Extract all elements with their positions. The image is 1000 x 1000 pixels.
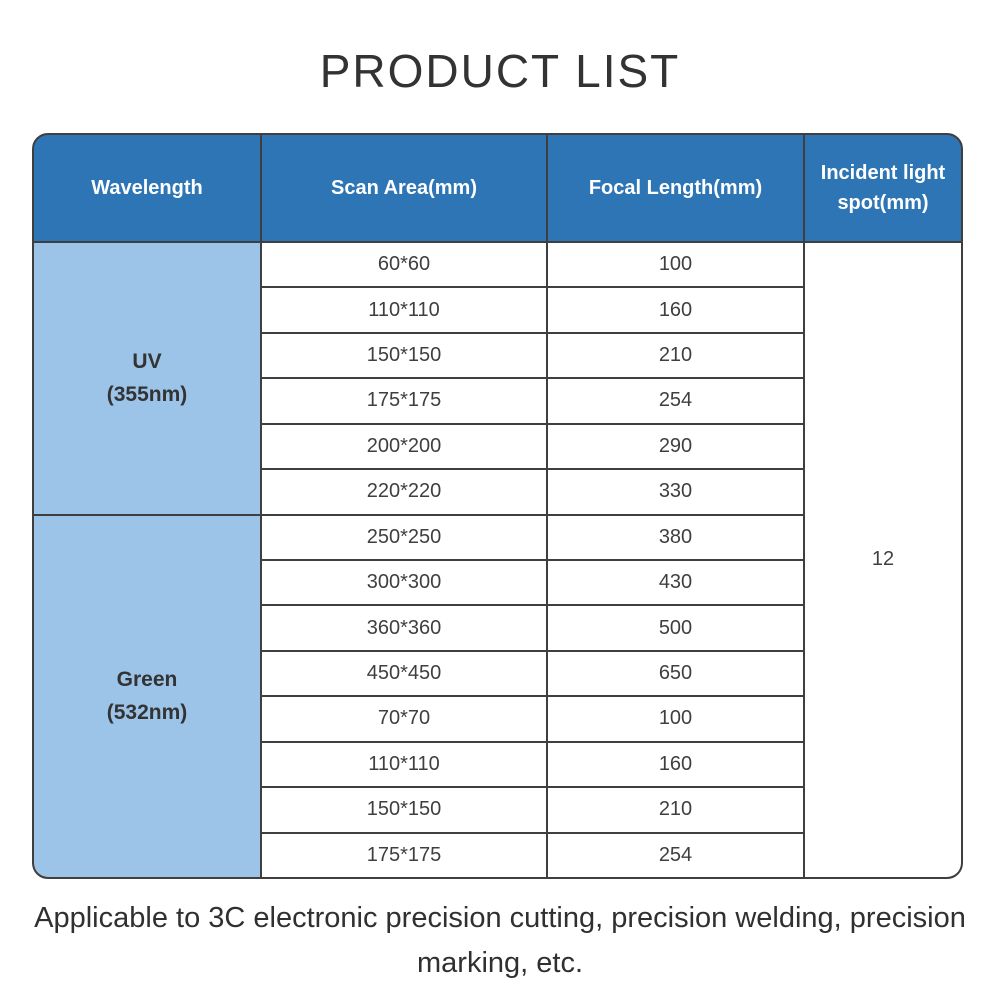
focal-length-cell: 100 — [548, 697, 803, 741]
focal-length-cell: 254 — [548, 379, 803, 423]
focal-length-cell: 330 — [548, 470, 803, 514]
incident-light-spot-value: 12 — [805, 243, 961, 877]
focal-length-cell: 290 — [548, 424, 803, 469]
scan-area-cell: 250*250 — [262, 515, 546, 559]
focal-length-cell: 160 — [548, 288, 803, 332]
page-title: PRODUCT LIST — [319, 45, 681, 97]
scan-area-cell: 175*175 — [262, 833, 546, 877]
header-incident-light-spot: Incident light spot(mm) — [805, 135, 961, 241]
header-focal-length: Focal Length(mm) — [548, 135, 803, 241]
scan-area-cell: 360*360 — [262, 606, 546, 650]
focal-length-cell: 160 — [548, 742, 803, 787]
focal-length-cell: 430 — [548, 560, 803, 605]
wavelength-uv-name: UV — [132, 349, 162, 373]
focal-length-cell: 100 — [548, 243, 803, 287]
focal-length-cell: 210 — [548, 788, 803, 832]
wavelength-group-uv: UV (355nm) — [34, 243, 260, 514]
wavelength-uv-nm: (355nm) — [106, 383, 188, 407]
scan-area-cell: 110*110 — [262, 288, 546, 332]
scan-area-cell: 70*70 — [262, 697, 546, 741]
wavelength-green-nm: (532nm) — [106, 701, 188, 725]
focal-length-cell: 254 — [548, 833, 803, 877]
header-scan-area: Scan Area(mm) — [262, 135, 546, 241]
scan-area-cell: 450*450 — [262, 651, 546, 696]
focal-length-cell: 380 — [548, 515, 803, 559]
scan-area-cell: 110*110 — [262, 742, 546, 787]
scan-area-cell: 220*220 — [262, 470, 546, 514]
focal-length-cell: 210 — [548, 333, 803, 378]
focal-length-cell: 650 — [548, 651, 803, 696]
scan-area-cell: 150*150 — [262, 788, 546, 832]
wavelength-group-green: Green (532nm) — [34, 515, 260, 877]
scan-area-cell: 150*150 — [262, 333, 546, 378]
scan-area-cell: 175*175 — [262, 379, 546, 423]
wavelength-green-name: Green — [116, 667, 178, 691]
scan-area-cell: 60*60 — [262, 243, 546, 287]
scan-area-cell: 300*300 — [262, 560, 546, 605]
focal-length-cell: 500 — [548, 606, 803, 650]
product-spec-table: Wavelength Scan Area(mm) Focal Length(mm… — [32, 133, 963, 879]
applicability-caption: Applicable to 3C electronic precision cu… — [34, 902, 966, 979]
header-wavelength: Wavelength — [34, 135, 260, 241]
scan-area-cell: 200*200 — [262, 424, 546, 469]
